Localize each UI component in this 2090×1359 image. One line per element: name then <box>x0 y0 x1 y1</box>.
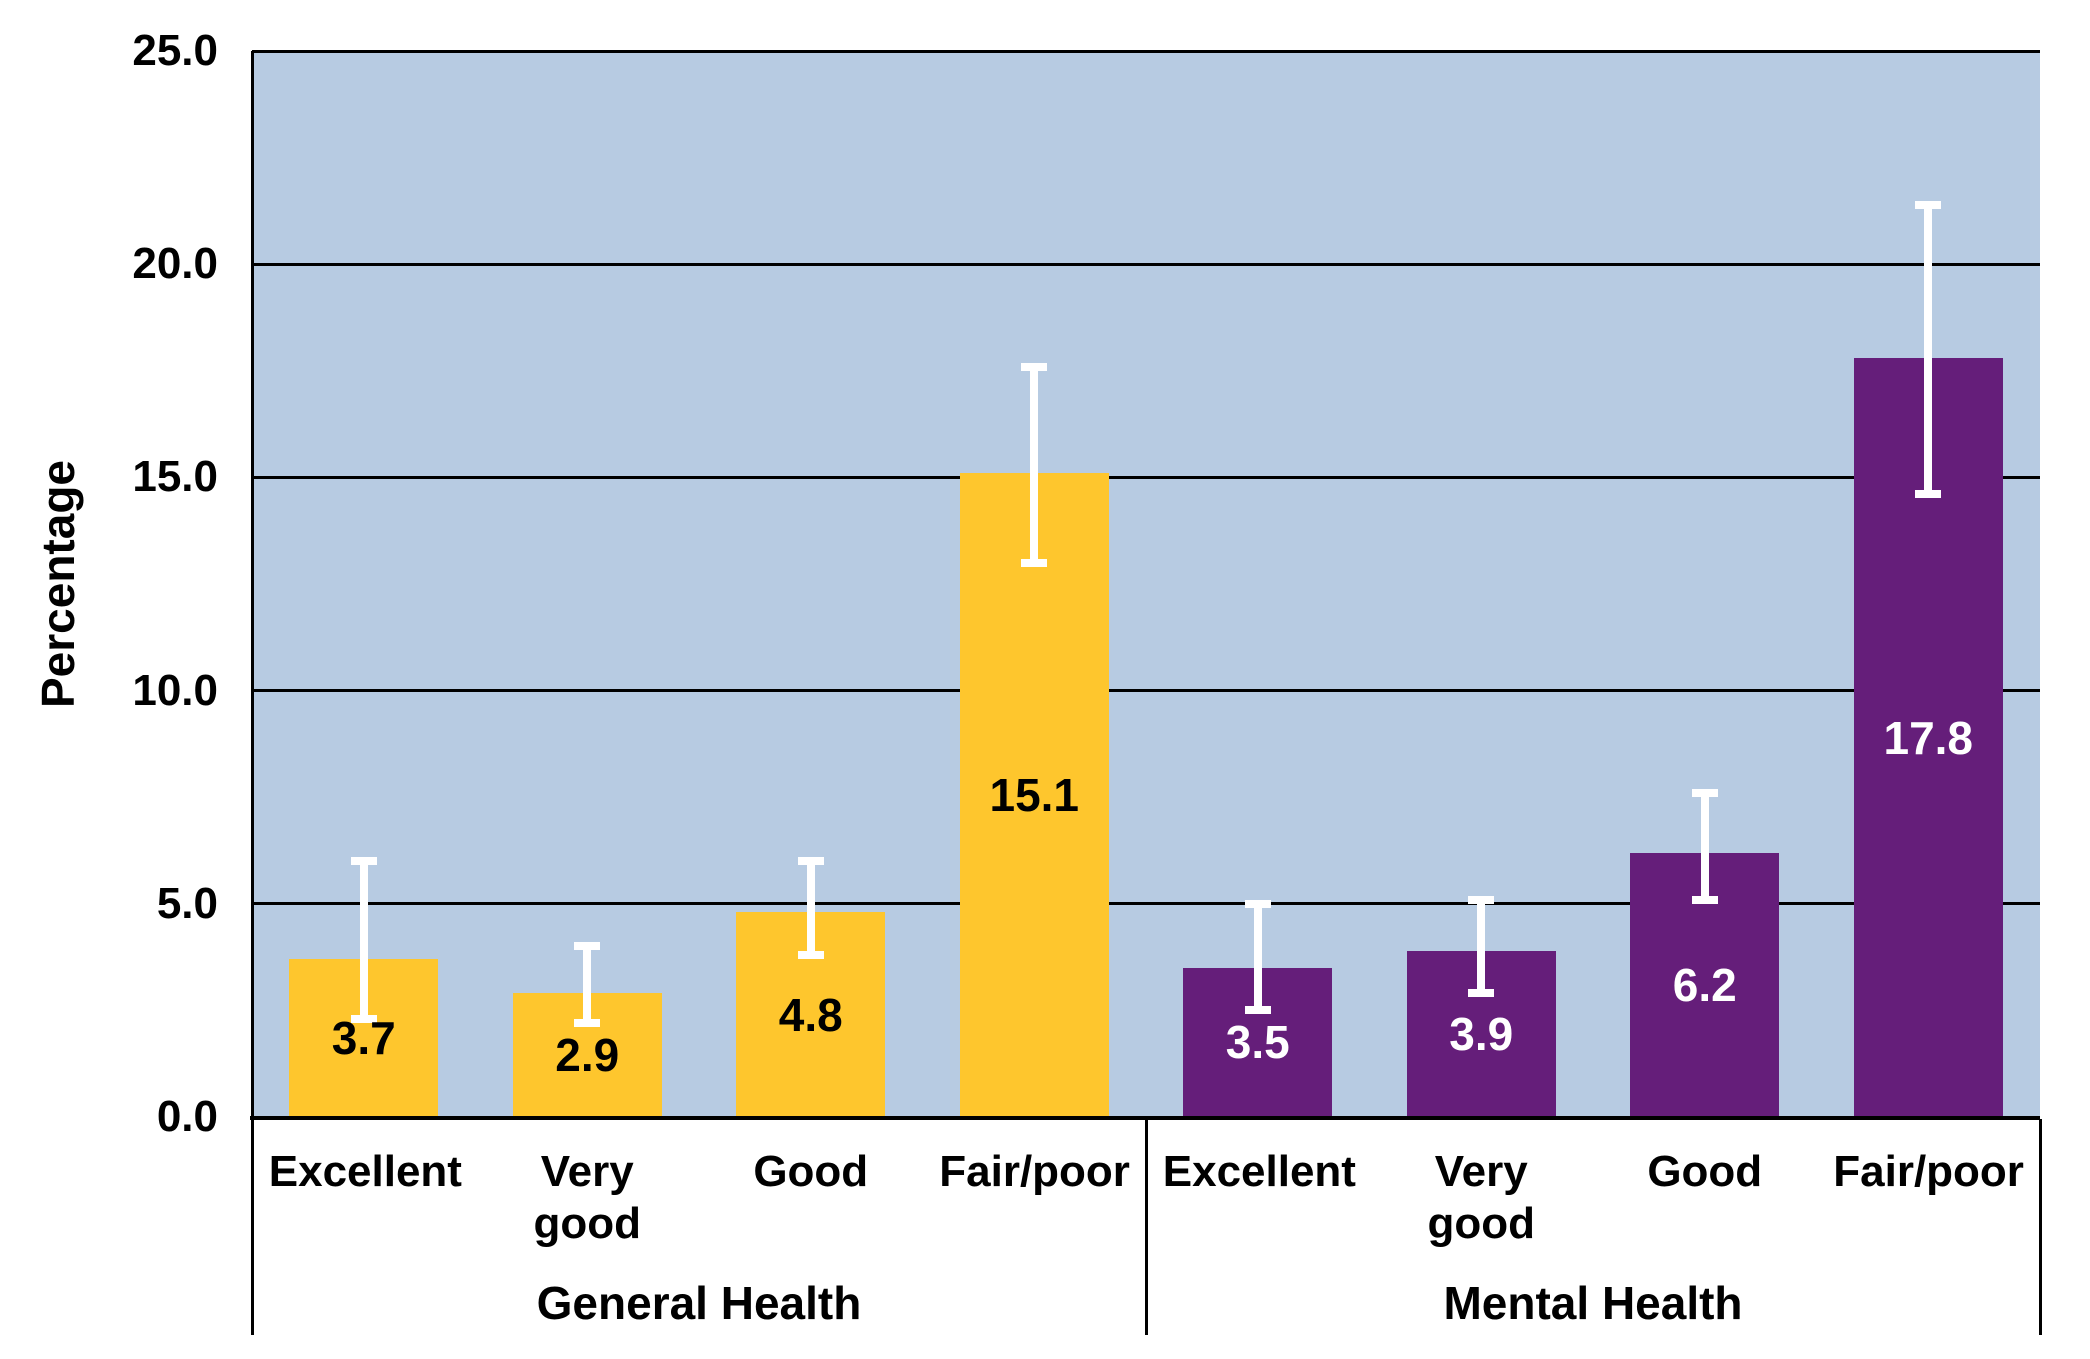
x-axis-line <box>250 1116 2040 1120</box>
y-tick-label: 25.0 <box>132 26 218 75</box>
gridline-10 <box>252 689 2040 693</box>
y-tick-label: 20.0 <box>132 239 218 289</box>
bar-value-label: 3.9 <box>1449 1007 1514 1060</box>
category-group-separator <box>250 1119 254 1335</box>
x-group-label-general-health: General Health <box>536 1277 862 1329</box>
x-category-label: Excellent <box>1162 1147 1356 1196</box>
error-bar-cap-bottom <box>1468 989 1495 998</box>
error-bar-line <box>1030 366 1039 563</box>
error-bar-cap-top <box>1691 788 1718 797</box>
error-bar-cap-bottom <box>1021 558 1048 567</box>
gridline-25 <box>252 49 2040 53</box>
x-category-label: Excellent <box>268 1147 462 1196</box>
error-bar-line <box>359 861 368 1019</box>
error-bar-cap-top <box>574 942 601 951</box>
x-category-label: Good <box>753 1147 869 1196</box>
error-bar-cap-bottom <box>1691 895 1718 904</box>
x-category-label: Fair/poor <box>939 1147 1130 1196</box>
error-bar-line <box>1924 204 1933 495</box>
bar-value-label: 6.2 <box>1672 958 1737 1011</box>
gridline-15 <box>252 475 2040 479</box>
y-tick-label: 0.0 <box>156 1092 218 1141</box>
bar-value-label: 3.5 <box>1225 1016 1290 1069</box>
gridline-5 <box>252 902 2040 906</box>
x-group-label-mental-health: Mental Health <box>1443 1277 1743 1329</box>
x-category-label: Very good <box>533 1147 641 1248</box>
bar-value-label: 15.1 <box>989 769 1080 822</box>
error-bar-cap-top <box>797 857 824 866</box>
gridline-20 <box>252 262 2040 266</box>
y-tick-label: 5.0 <box>156 878 218 928</box>
error-bar-cap-top <box>1915 200 1942 209</box>
error-bar-cap-bottom <box>350 1014 377 1023</box>
y-tick-label: 15.0 <box>132 452 218 502</box>
error-bar-cap-top <box>1021 362 1048 371</box>
category-group-separator <box>2038 1119 2042 1335</box>
bar-value-label: 2.9 <box>555 1029 620 1082</box>
error-bar-line <box>1477 899 1486 994</box>
error-bar-cap-bottom <box>1244 1006 1271 1015</box>
x-category-label: Fair/poor <box>1833 1147 2024 1196</box>
error-bar-cap-top <box>1468 895 1495 904</box>
y-tick-label: 10.0 <box>132 665 218 715</box>
bar-value-label: 17.8 <box>1883 711 1974 764</box>
error-bar-line <box>583 946 592 1024</box>
error-bar-cap-bottom <box>797 950 824 959</box>
y-axis-line <box>250 51 254 1117</box>
error-bar-line <box>806 861 815 955</box>
error-bar-cap-bottom <box>1915 490 1942 499</box>
error-bar-cap-top <box>1244 899 1271 908</box>
x-category-label: Good <box>1647 1147 1763 1196</box>
error-bar-line <box>1700 792 1709 900</box>
bar-value-label: 3.7 <box>331 1012 396 1065</box>
bar-value-label: 4.8 <box>778 988 843 1041</box>
error-bar-cap-top <box>350 857 377 866</box>
x-category-label: Very good <box>1427 1147 1535 1248</box>
error-bar-cap-bottom <box>574 1019 601 1028</box>
bar-general-health-fair-poor <box>959 473 1109 1117</box>
error-bar-line <box>1253 903 1262 1011</box>
category-group-separator <box>1144 1119 1148 1335</box>
